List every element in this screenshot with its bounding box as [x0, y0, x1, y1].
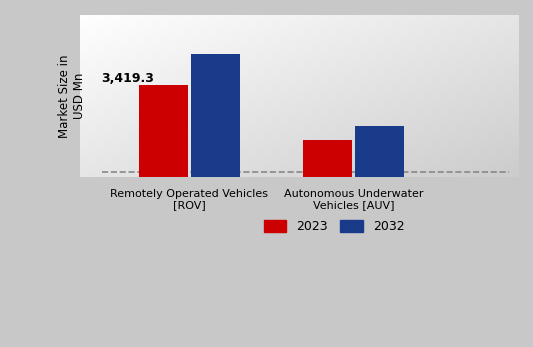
Text: 3,419.3: 3,419.3 [101, 72, 155, 85]
Legend: 2023, 2032: 2023, 2032 [257, 213, 410, 239]
Bar [355, 126, 405, 177]
Bar [191, 54, 240, 177]
Bar [303, 140, 352, 177]
Y-axis label: Market Size in
USD Mn: Market Size in USD Mn [58, 54, 86, 138]
Bar [139, 85, 188, 177]
